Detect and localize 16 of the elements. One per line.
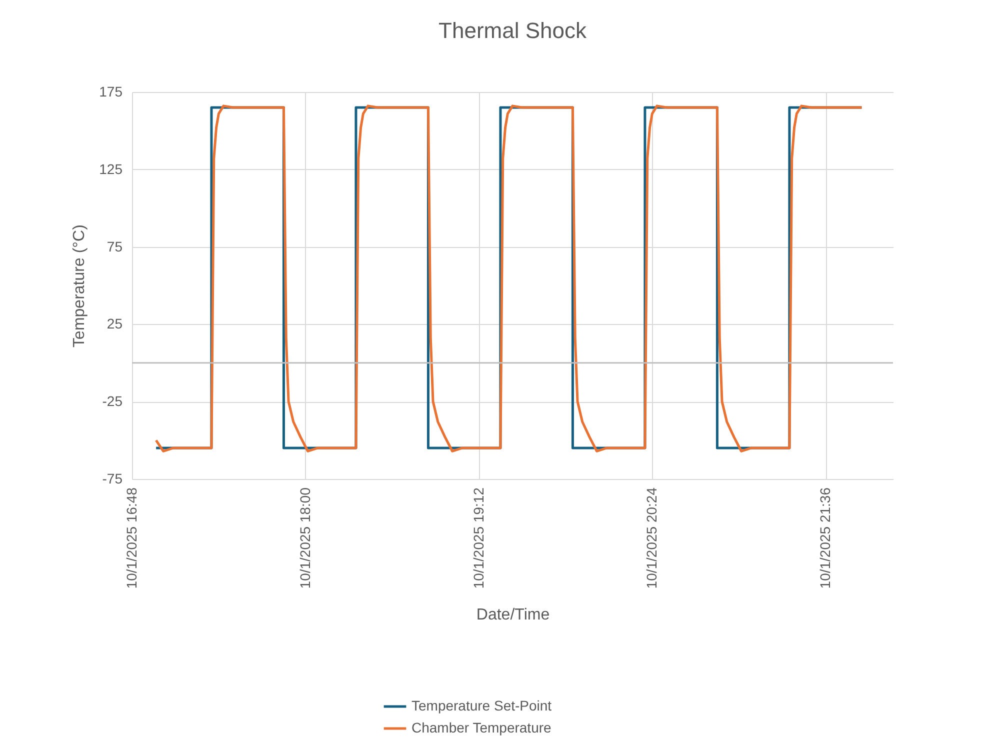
chart-title: Thermal Shock: [438, 18, 588, 43]
x-tick-label: 10/1/2025 18:00: [296, 487, 313, 589]
y-tick-label: 175: [99, 84, 123, 100]
legend-label: Temperature Set-Point: [412, 698, 552, 714]
x-tick-label: 10/1/2025 21:36: [817, 487, 834, 589]
x-tick-label: 10/1/2025 19:12: [470, 487, 486, 589]
x-tick-label: 10/1/2025 16:48: [124, 487, 140, 589]
x-axis-title: Date/Time: [476, 606, 550, 624]
legend-label: Chamber Temperature: [412, 720, 552, 736]
y-tick-label: 75: [106, 238, 123, 254]
x-tick-label: 10/1/2025 20:24: [644, 487, 660, 589]
y-tick-label: 25: [106, 316, 123, 332]
y-tick-label: -75: [102, 470, 123, 486]
y-tick-label: 125: [99, 160, 123, 177]
y-axis-title: Temperature (°C): [71, 224, 88, 348]
y-tick-label: -25: [102, 393, 123, 410]
